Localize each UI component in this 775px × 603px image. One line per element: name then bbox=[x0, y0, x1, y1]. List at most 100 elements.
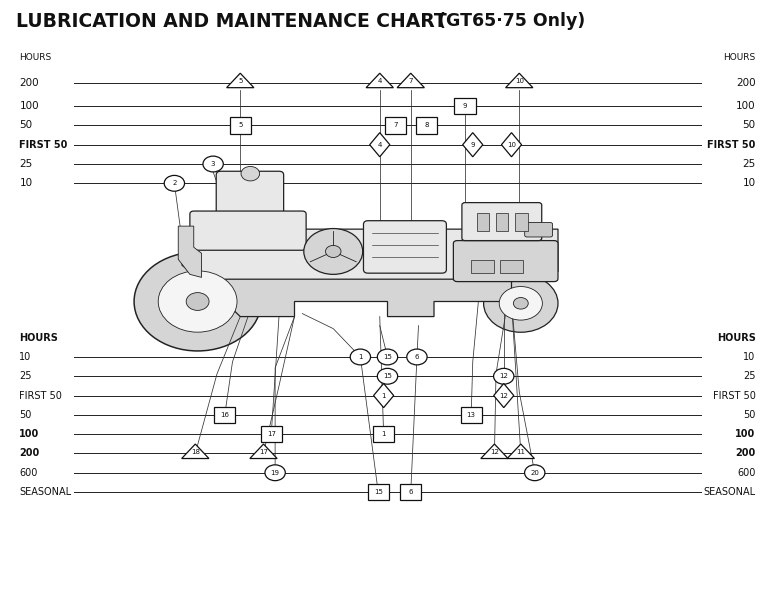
Circle shape bbox=[241, 166, 260, 181]
Circle shape bbox=[326, 245, 341, 257]
Circle shape bbox=[186, 292, 209, 311]
Text: 11: 11 bbox=[516, 449, 525, 455]
FancyBboxPatch shape bbox=[260, 426, 282, 443]
Circle shape bbox=[304, 229, 363, 274]
FancyBboxPatch shape bbox=[384, 117, 406, 134]
Text: FIRST 50: FIRST 50 bbox=[19, 140, 67, 150]
Text: 10: 10 bbox=[19, 352, 32, 362]
FancyBboxPatch shape bbox=[229, 117, 251, 134]
FancyBboxPatch shape bbox=[216, 171, 284, 233]
Text: 25: 25 bbox=[742, 159, 756, 169]
Text: (GT65·75 Only): (GT65·75 Only) bbox=[438, 12, 585, 30]
Text: 7: 7 bbox=[393, 122, 398, 128]
Text: 15: 15 bbox=[383, 373, 392, 379]
Text: 1: 1 bbox=[381, 393, 386, 399]
Polygon shape bbox=[501, 133, 522, 157]
Text: 4: 4 bbox=[377, 142, 382, 148]
Polygon shape bbox=[480, 444, 508, 458]
Text: 1: 1 bbox=[381, 431, 386, 437]
Text: 20: 20 bbox=[530, 470, 539, 476]
Text: 10: 10 bbox=[507, 142, 516, 148]
Text: 25: 25 bbox=[19, 159, 33, 169]
FancyBboxPatch shape bbox=[453, 241, 558, 282]
Text: 200: 200 bbox=[19, 78, 39, 87]
Text: LUBRICATION AND MAINTENANCE CHART: LUBRICATION AND MAINTENANCE CHART bbox=[16, 11, 446, 31]
Text: 10: 10 bbox=[742, 178, 756, 188]
Circle shape bbox=[484, 274, 558, 332]
FancyBboxPatch shape bbox=[214, 406, 236, 423]
Text: 10: 10 bbox=[19, 178, 33, 188]
Text: 10: 10 bbox=[515, 78, 524, 84]
FancyBboxPatch shape bbox=[415, 117, 437, 134]
Text: 12: 12 bbox=[499, 393, 508, 399]
Text: 5: 5 bbox=[238, 122, 243, 128]
Text: 50: 50 bbox=[19, 410, 32, 420]
FancyBboxPatch shape bbox=[515, 213, 528, 231]
Polygon shape bbox=[397, 73, 425, 87]
Circle shape bbox=[499, 286, 542, 320]
Text: 600: 600 bbox=[19, 468, 38, 478]
Text: 200: 200 bbox=[735, 449, 756, 458]
Polygon shape bbox=[250, 444, 277, 458]
Polygon shape bbox=[226, 73, 254, 87]
Text: 17: 17 bbox=[267, 431, 276, 437]
FancyBboxPatch shape bbox=[454, 98, 476, 115]
Text: 19: 19 bbox=[270, 470, 280, 476]
Text: 3: 3 bbox=[211, 161, 215, 167]
Text: HOURS: HOURS bbox=[19, 53, 52, 62]
Text: 9: 9 bbox=[463, 103, 467, 109]
Text: 50: 50 bbox=[19, 121, 33, 130]
FancyBboxPatch shape bbox=[525, 223, 553, 237]
Text: 100: 100 bbox=[735, 429, 756, 439]
Text: 100: 100 bbox=[19, 101, 39, 111]
FancyBboxPatch shape bbox=[471, 260, 494, 273]
Polygon shape bbox=[178, 226, 202, 277]
Circle shape bbox=[407, 349, 427, 365]
Circle shape bbox=[525, 465, 545, 481]
Text: 12: 12 bbox=[499, 373, 508, 379]
Text: 200: 200 bbox=[19, 449, 40, 458]
Text: HOURS: HOURS bbox=[723, 53, 756, 62]
FancyBboxPatch shape bbox=[460, 406, 482, 423]
Text: 16: 16 bbox=[220, 412, 229, 418]
FancyBboxPatch shape bbox=[373, 426, 394, 443]
FancyBboxPatch shape bbox=[500, 260, 523, 273]
Text: FIRST 50: FIRST 50 bbox=[19, 391, 62, 400]
Polygon shape bbox=[182, 229, 558, 280]
Text: 6: 6 bbox=[415, 354, 419, 360]
Text: FIRST 50: FIRST 50 bbox=[708, 140, 756, 150]
Circle shape bbox=[513, 297, 529, 309]
Text: SEASONAL: SEASONAL bbox=[704, 487, 756, 497]
Text: HOURS: HOURS bbox=[717, 333, 756, 343]
Text: 100: 100 bbox=[736, 101, 756, 111]
FancyBboxPatch shape bbox=[363, 221, 446, 273]
Text: 6: 6 bbox=[408, 489, 413, 495]
Polygon shape bbox=[181, 444, 209, 458]
Circle shape bbox=[164, 175, 184, 191]
Circle shape bbox=[134, 252, 261, 351]
Text: 25: 25 bbox=[19, 371, 32, 381]
Text: 2: 2 bbox=[172, 180, 177, 186]
Polygon shape bbox=[366, 73, 394, 87]
FancyBboxPatch shape bbox=[400, 484, 422, 500]
Text: 4: 4 bbox=[377, 78, 382, 84]
FancyBboxPatch shape bbox=[462, 203, 542, 241]
Text: 13: 13 bbox=[467, 412, 476, 418]
Text: 18: 18 bbox=[191, 449, 200, 455]
Polygon shape bbox=[374, 384, 394, 408]
Text: 8: 8 bbox=[424, 122, 429, 128]
Text: 50: 50 bbox=[743, 410, 756, 420]
Text: HOURS: HOURS bbox=[19, 333, 58, 343]
Text: 1: 1 bbox=[358, 354, 363, 360]
Text: 100: 100 bbox=[19, 429, 40, 439]
Text: 15: 15 bbox=[374, 489, 383, 495]
Polygon shape bbox=[507, 444, 535, 458]
FancyBboxPatch shape bbox=[496, 213, 508, 231]
Circle shape bbox=[494, 368, 514, 384]
Polygon shape bbox=[494, 384, 514, 408]
Circle shape bbox=[203, 156, 223, 172]
Text: 10: 10 bbox=[743, 352, 756, 362]
Text: 5: 5 bbox=[238, 78, 243, 84]
Text: 12: 12 bbox=[490, 449, 499, 455]
Text: 15: 15 bbox=[383, 354, 392, 360]
